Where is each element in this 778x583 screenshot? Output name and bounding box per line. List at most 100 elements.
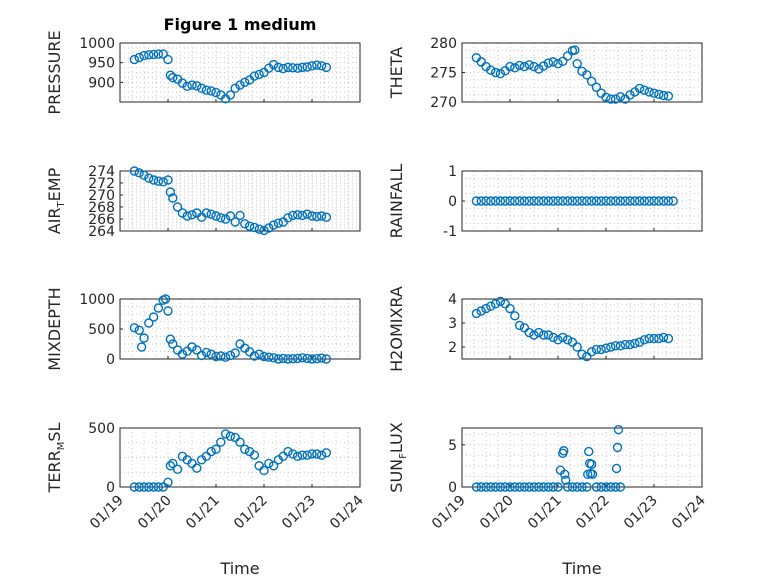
data-point xyxy=(668,196,678,206)
data-point xyxy=(471,482,482,492)
data-point xyxy=(591,482,602,492)
data-point xyxy=(230,217,240,227)
data-point xyxy=(591,196,602,206)
data-point xyxy=(486,196,496,206)
data-point xyxy=(649,88,659,98)
data-point xyxy=(519,323,530,333)
y-tick-label: 500 xyxy=(88,322,115,338)
data-point xyxy=(548,332,558,343)
data-point xyxy=(596,344,606,355)
data-point xyxy=(615,91,626,102)
data-point xyxy=(249,71,260,81)
x-tick-label: 01/19 xyxy=(429,493,469,533)
data-point xyxy=(610,341,621,351)
data-point xyxy=(129,482,140,492)
data-point xyxy=(514,320,525,331)
data-point xyxy=(316,353,327,363)
data-point xyxy=(230,83,240,93)
data-point xyxy=(586,196,597,206)
data-point xyxy=(206,349,216,359)
data-point xyxy=(610,94,621,104)
data-point xyxy=(307,449,317,459)
data-point xyxy=(254,349,264,359)
data-point xyxy=(182,81,192,91)
data-point xyxy=(538,482,549,492)
data-point xyxy=(278,353,288,364)
data-point xyxy=(476,196,486,206)
data-point xyxy=(601,343,611,353)
y-tick-label: 0 xyxy=(448,480,457,496)
data-point xyxy=(577,482,587,492)
data-point xyxy=(558,56,568,66)
data-point xyxy=(316,450,327,460)
data-point xyxy=(163,54,173,65)
data-point xyxy=(514,196,525,206)
data-point xyxy=(168,458,178,469)
data-point xyxy=(316,211,327,221)
y-axis-label: AIRTEMP xyxy=(45,167,67,234)
data-point xyxy=(510,196,520,206)
y-tick-label: 1000 xyxy=(79,36,115,52)
x-tick-label: 01/21 xyxy=(525,493,565,533)
y-tick-label: 4 xyxy=(448,292,457,308)
data-point xyxy=(288,63,298,73)
data-point xyxy=(206,446,216,457)
data-point xyxy=(134,168,144,178)
data-point xyxy=(211,87,221,98)
data-point xyxy=(196,350,207,361)
data-point xyxy=(220,429,231,439)
panel-mixdepth: 0 500 1000 MIXDEPTH xyxy=(45,287,361,371)
data-point xyxy=(615,196,626,206)
data-point xyxy=(216,213,226,223)
x-tick-label: 01/23 xyxy=(621,493,661,533)
data-point xyxy=(172,464,183,474)
data-point xyxy=(192,81,202,91)
data-point xyxy=(288,354,298,364)
data-point xyxy=(158,177,168,187)
data-point xyxy=(134,52,144,63)
data-point xyxy=(225,90,236,100)
data-point xyxy=(254,69,264,80)
y-axis-label: MIXDEPTH xyxy=(45,287,64,370)
data-point xyxy=(572,482,582,492)
data-point xyxy=(302,209,312,219)
data-point xyxy=(601,482,611,492)
y-tick-label: 270 xyxy=(88,188,115,204)
data-point xyxy=(292,210,303,220)
data-point xyxy=(136,342,147,352)
data-point xyxy=(278,451,288,462)
data-point xyxy=(559,446,569,456)
y-tick-label: 1000 xyxy=(79,292,115,308)
axes-frame xyxy=(461,170,703,232)
data-point xyxy=(268,220,279,230)
data-point xyxy=(297,210,308,221)
data-point xyxy=(658,332,669,343)
x-tick-label: 01/19 xyxy=(87,493,127,533)
x-axis-label-left: Time xyxy=(219,559,259,578)
x-tick-label: 01/23 xyxy=(279,493,319,533)
data-point xyxy=(316,61,327,71)
data-point xyxy=(254,461,264,471)
data-point xyxy=(182,211,192,221)
data-point xyxy=(225,431,236,441)
data-point xyxy=(163,306,173,316)
data-point xyxy=(312,60,322,70)
data-point xyxy=(534,196,544,206)
data-point xyxy=(548,57,558,67)
data-point xyxy=(240,219,250,229)
data-point xyxy=(505,61,515,72)
data-point xyxy=(519,482,530,492)
y-tick-label: 2 xyxy=(448,340,457,356)
data-point xyxy=(584,446,594,457)
x-tick-label: 01/20 xyxy=(477,493,517,533)
data-point xyxy=(216,351,226,361)
data-point xyxy=(307,61,317,71)
data-point xyxy=(165,461,176,471)
data-point xyxy=(187,342,197,352)
figure-title: Figure 1 medium xyxy=(164,15,317,34)
axes-frame xyxy=(119,170,361,232)
data-point xyxy=(476,306,486,316)
data-point xyxy=(206,86,216,96)
data-point xyxy=(639,85,650,95)
